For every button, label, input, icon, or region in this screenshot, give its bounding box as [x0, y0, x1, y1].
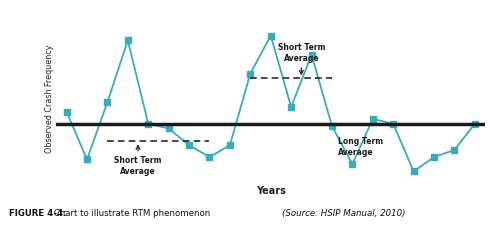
Text: (Source: HSIP Manual, 2010): (Source: HSIP Manual, 2010)	[282, 209, 405, 218]
Y-axis label: Observed Crash Frequency: Observed Crash Frequency	[45, 44, 53, 153]
Text: Long Term
Average: Long Term Average	[338, 137, 383, 157]
Text: Short Term
Average: Short Term Average	[278, 43, 325, 63]
Text: FIGURE 4-4:: FIGURE 4-4:	[9, 209, 66, 218]
X-axis label: Years: Years	[256, 186, 286, 196]
Text: Chart to illustrate RTM phenomenon: Chart to illustrate RTM phenomenon	[51, 209, 214, 218]
Text: Short Term
Average: Short Term Average	[114, 156, 162, 176]
